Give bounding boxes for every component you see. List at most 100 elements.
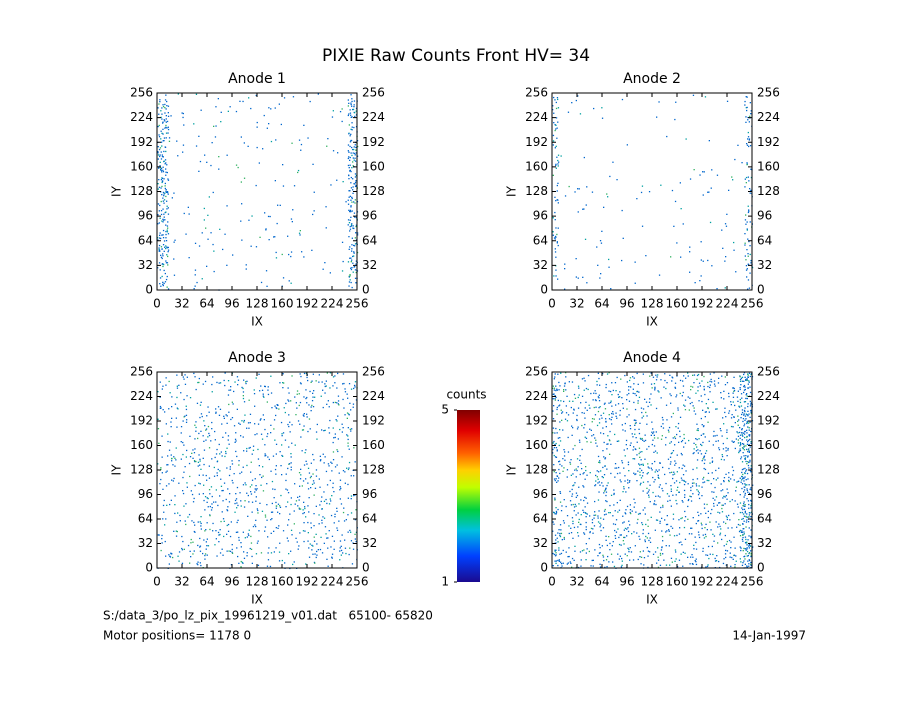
speckle bbox=[298, 139, 301, 141]
speckle bbox=[744, 563, 746, 565]
speckle bbox=[723, 459, 725, 461]
speckle bbox=[160, 187, 162, 189]
speckle bbox=[715, 469, 717, 472]
speckle bbox=[576, 419, 578, 422]
speckle bbox=[610, 400, 612, 402]
speckle bbox=[288, 392, 290, 394]
speckle bbox=[650, 516, 652, 518]
speckle bbox=[640, 563, 642, 565]
speckle-layer bbox=[157, 93, 359, 291]
speckle bbox=[746, 566, 748, 568]
speckle bbox=[267, 552, 269, 554]
speckle bbox=[223, 520, 225, 522]
speckle bbox=[746, 162, 748, 164]
speckle bbox=[173, 530, 175, 532]
speckle bbox=[598, 377, 600, 380]
speckle bbox=[574, 397, 577, 399]
speckle bbox=[747, 253, 749, 255]
speckle bbox=[732, 474, 734, 476]
speckle bbox=[724, 260, 726, 262]
speckle bbox=[748, 210, 750, 212]
speckle bbox=[750, 529, 752, 531]
y-tick-label: 224 bbox=[525, 389, 548, 403]
speckle bbox=[554, 238, 556, 240]
speckle bbox=[614, 433, 616, 436]
speckle bbox=[746, 276, 748, 278]
speckle bbox=[167, 132, 169, 134]
speckle bbox=[632, 388, 634, 390]
speckle bbox=[744, 504, 746, 506]
speckle bbox=[745, 182, 747, 184]
speckle bbox=[571, 488, 573, 491]
speckle bbox=[313, 210, 315, 212]
speckle bbox=[168, 449, 171, 451]
speckle bbox=[302, 509, 304, 511]
speckle bbox=[674, 386, 676, 388]
speckle bbox=[353, 146, 355, 148]
speckle bbox=[698, 536, 701, 539]
speckle bbox=[744, 476, 746, 478]
speckle bbox=[628, 481, 631, 483]
speckle bbox=[723, 521, 725, 523]
speckle bbox=[354, 243, 357, 245]
speckle bbox=[742, 432, 745, 434]
speckle bbox=[259, 390, 261, 392]
speckle bbox=[337, 372, 339, 375]
speckle bbox=[677, 422, 680, 425]
speckle bbox=[554, 248, 556, 250]
speckle bbox=[718, 449, 721, 451]
speckle bbox=[701, 527, 703, 530]
speckle bbox=[698, 492, 700, 494]
speckle bbox=[207, 214, 209, 216]
speckle bbox=[658, 477, 660, 479]
speckle bbox=[740, 377, 743, 379]
speckle bbox=[723, 480, 725, 482]
speckle bbox=[741, 434, 743, 436]
speckle bbox=[732, 469, 735, 472]
speckle bbox=[174, 403, 177, 405]
speckle bbox=[176, 385, 178, 387]
speckle bbox=[700, 417, 702, 420]
speckle bbox=[701, 524, 703, 526]
speckle bbox=[621, 560, 623, 562]
speckle bbox=[725, 225, 728, 227]
speckle bbox=[621, 460, 623, 462]
speckle bbox=[632, 392, 634, 394]
speckle bbox=[614, 523, 617, 526]
speckle bbox=[730, 425, 733, 428]
speckle bbox=[744, 510, 746, 512]
speckle bbox=[349, 145, 351, 148]
speckle bbox=[195, 145, 198, 147]
speckle bbox=[659, 462, 661, 464]
speckle bbox=[215, 530, 217, 532]
speckle bbox=[355, 174, 358, 177]
speckle bbox=[648, 191, 651, 193]
speckle bbox=[162, 284, 164, 287]
speckle bbox=[560, 532, 563, 535]
speckle bbox=[746, 489, 748, 492]
speckle bbox=[338, 404, 340, 406]
speckle bbox=[562, 520, 565, 522]
speckle bbox=[652, 432, 654, 435]
speckle bbox=[243, 551, 245, 553]
speckle bbox=[642, 472, 644, 474]
speckle bbox=[553, 464, 555, 466]
speckle bbox=[237, 166, 239, 169]
speckle bbox=[308, 511, 310, 513]
speckle bbox=[642, 529, 644, 531]
speckle bbox=[666, 515, 668, 517]
speckle bbox=[301, 251, 303, 253]
speckle bbox=[553, 275, 555, 277]
speckle bbox=[641, 225, 644, 227]
speckle bbox=[226, 550, 228, 552]
speckle bbox=[290, 453, 292, 455]
speckle bbox=[351, 267, 353, 269]
speckle bbox=[683, 526, 686, 529]
speckle bbox=[552, 105, 554, 107]
speckle bbox=[162, 281, 164, 283]
speckle bbox=[609, 504, 611, 507]
speckle bbox=[605, 539, 607, 541]
speckle bbox=[746, 143, 748, 145]
speckle bbox=[625, 513, 627, 515]
x-tick-label: 160 bbox=[271, 575, 294, 589]
